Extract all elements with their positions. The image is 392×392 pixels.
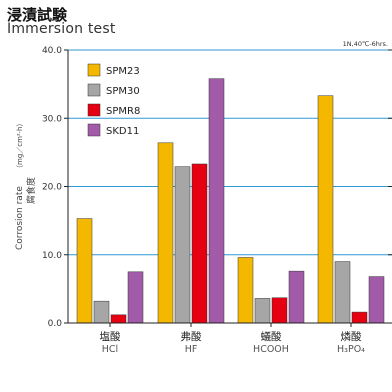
legend-label-spm23: SPM23	[106, 66, 140, 77]
bar-spmr8-h₃po₄	[351, 311, 368, 324]
legend-label-spmr8: SPMR8	[106, 106, 140, 117]
chart-title-jp: 浸漬試験	[7, 6, 68, 24]
category-label-en: HF	[185, 344, 198, 355]
category-label-en: H₃PO₄	[337, 344, 365, 355]
bar-spmr8-hcooh	[271, 297, 288, 324]
category-label-jp: 蟻酸	[261, 330, 282, 343]
y-axis-label-unit: （mg／cm²·h）	[16, 120, 24, 172]
bar-skd11-hcooh	[288, 270, 305, 324]
bar-skd11-hcl	[127, 271, 144, 324]
bar-spm30-h₃po₄	[334, 261, 351, 324]
legend-swatch-spm23	[87, 63, 101, 77]
legend-swatch-spm30	[87, 83, 101, 97]
y-axis-label-jp: 腐食度	[25, 177, 37, 204]
bar-skd11-h₃po₄	[368, 276, 385, 324]
bar-spm23-hcooh	[237, 257, 254, 324]
bar-spm23-h₃po₄	[317, 95, 334, 324]
bar-skd11-hf	[208, 78, 225, 324]
y-axis-label-en: Corrosion rate	[15, 186, 25, 250]
test-condition-label: 1N,40℃-6hrs.	[343, 40, 388, 48]
y-tick-label: 30.0	[42, 114, 62, 124]
bar-spmr8-hcl	[110, 314, 127, 324]
bar-spm30-hcooh	[254, 298, 271, 324]
category-label-jp: 弗酸	[181, 330, 202, 343]
category-label-jp: 燐酸	[341, 330, 362, 343]
bar-spm30-hcl	[93, 300, 110, 324]
legend-swatch-skd11	[87, 123, 101, 137]
legend: SPM23 SPM30 SPMR8 SKD11	[87, 63, 140, 137]
bar-spm30-hf	[174, 166, 191, 324]
y-tick-label: 40.0	[42, 46, 62, 56]
chart-title-en: Immersion test	[7, 21, 116, 37]
bar-spm23-hcl	[76, 218, 93, 324]
bar-spmr8-hf	[191, 163, 208, 324]
legend-label-spm30: SPM30	[106, 86, 140, 97]
legend-label-skd11: SKD11	[106, 126, 139, 137]
y-tick-label: 0.0	[48, 319, 63, 329]
y-tick-label: 10.0	[42, 251, 62, 261]
category-label-en: HCl	[102, 344, 118, 355]
bar-spm23-hf	[157, 142, 174, 324]
category-label-jp: 塩酸	[100, 330, 121, 343]
y-tick-label: 20.0	[42, 183, 62, 193]
category-label-en: HCOOH	[253, 344, 289, 355]
legend-swatch-spmr8	[87, 103, 101, 117]
